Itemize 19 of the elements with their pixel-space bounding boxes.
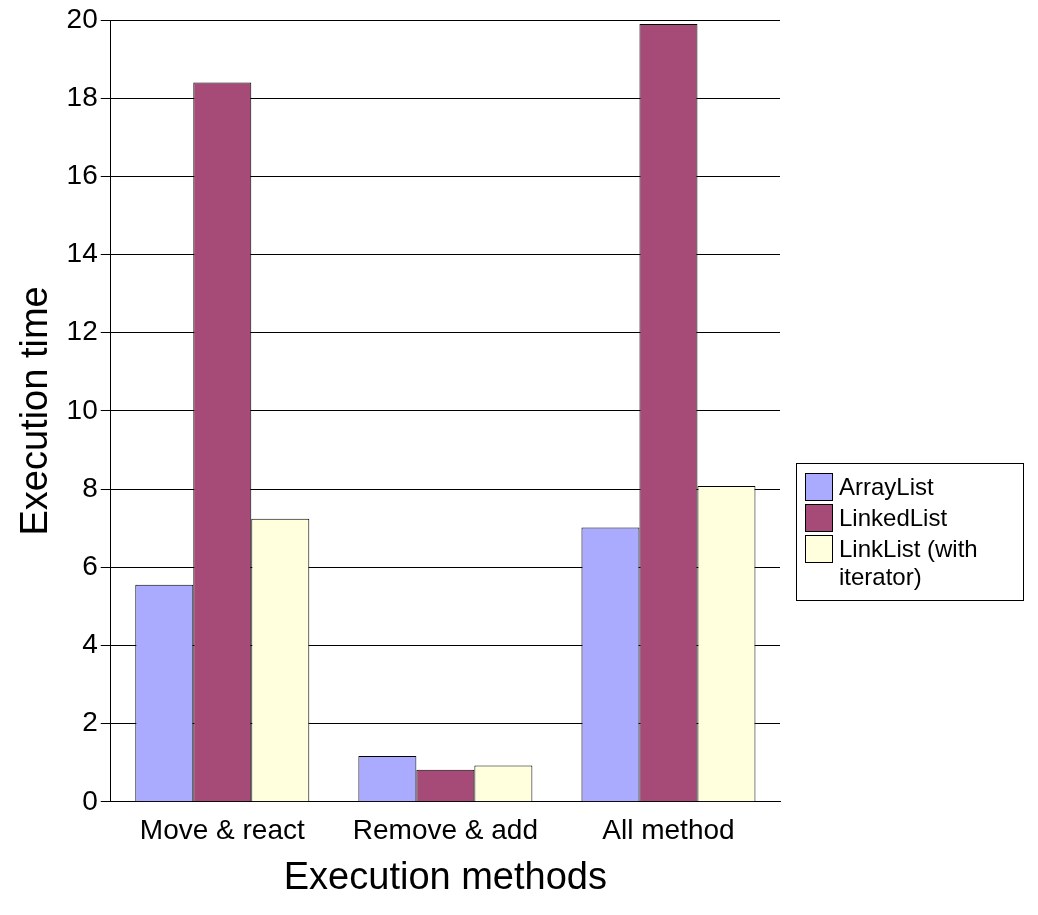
y-tick-label: 4 [82, 628, 98, 660]
legend-label: ArrayList [839, 473, 934, 501]
y-tick-label: 8 [82, 471, 98, 503]
y-tick-label: 12 [66, 315, 98, 347]
x-tick-label: Move & react [139, 814, 305, 846]
y-tick-label: 10 [66, 393, 98, 425]
x-tick-label: Remove & add [352, 814, 538, 846]
legend-label: LinkList (with iterator) [839, 535, 979, 591]
y-tick-label: 16 [66, 159, 98, 191]
y-tick-label: 2 [82, 706, 98, 738]
y-tick-label: 18 [66, 80, 98, 112]
y-tick-label: 14 [66, 237, 98, 269]
x-axis-title: Execution methods [283, 854, 607, 897]
y-tick-label: 20 [66, 2, 98, 34]
legend-label: LinkedList [839, 504, 948, 532]
y-axis-title: Execution time [13, 286, 56, 536]
x-tick-label: All method [602, 814, 735, 846]
y-tick-label: 0 [82, 784, 98, 816]
y-tick-label: 6 [82, 549, 98, 581]
